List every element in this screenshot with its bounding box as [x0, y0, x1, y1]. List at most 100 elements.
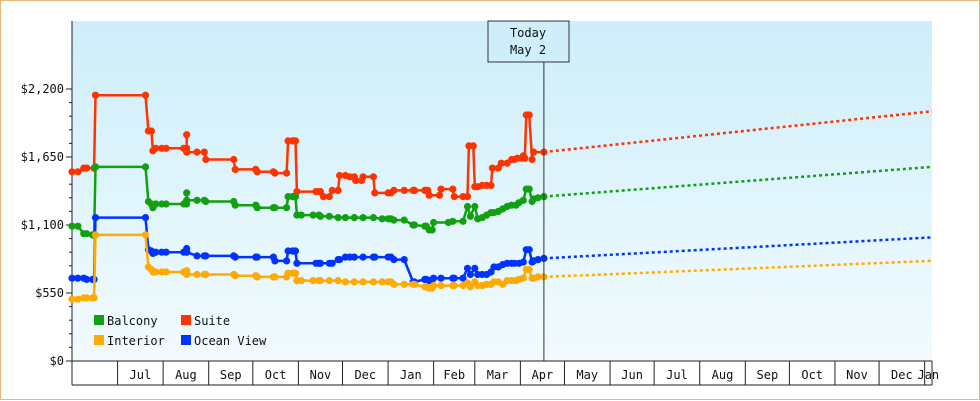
- x-tick-label: Jan: [917, 368, 939, 382]
- data-point-interior: [141, 231, 150, 239]
- data-point-suite: [83, 164, 91, 172]
- data-point-interior: [350, 278, 358, 286]
- x-tick-label: Dec: [891, 368, 913, 382]
- data-point-interior: [341, 278, 349, 286]
- data-point-suite: [152, 144, 160, 152]
- data-point-balcony: [410, 221, 419, 229]
- data-point-balcony: [390, 216, 398, 224]
- legend-swatch-ocean-view: [181, 335, 191, 345]
- x-tick-label: Mar: [487, 368, 509, 382]
- data-point-ocean-view: [437, 274, 445, 282]
- data-point-suite: [183, 148, 191, 156]
- data-point-balcony: [525, 185, 533, 193]
- data-point-ocean-view: [350, 253, 358, 261]
- data-point-suite: [469, 142, 477, 150]
- data-point-balcony: [202, 197, 210, 206]
- data-point-suite: [530, 148, 538, 156]
- data-point-interior: [369, 278, 377, 286]
- data-point-suite: [202, 155, 210, 164]
- data-point-balcony: [183, 189, 191, 197]
- plot-area: [72, 21, 932, 361]
- data-point-suite: [369, 173, 377, 181]
- data-point-suite: [435, 191, 444, 199]
- x-tick-label: Oct: [265, 368, 287, 382]
- data-point-balcony: [334, 214, 342, 222]
- data-point-suite: [521, 154, 529, 162]
- y-tick-label: $1,100: [21, 218, 64, 232]
- data-point-suite: [463, 193, 472, 201]
- data-point-suite: [283, 169, 291, 177]
- legend-swatch-balcony: [94, 315, 104, 325]
- x-tick-label: Jan: [400, 368, 422, 382]
- data-point-balcony: [316, 212, 324, 220]
- data-point-interior: [410, 280, 419, 288]
- data-point-interior: [325, 277, 333, 285]
- data-point-suite: [74, 168, 82, 176]
- data-point-ocean-view: [400, 256, 408, 264]
- y-axis: $0 $550 $1,100 $1,650 $2,200: [21, 21, 73, 368]
- today-label: Today: [510, 26, 546, 40]
- today-box: [487, 20, 570, 63]
- data-point-interior: [519, 274, 527, 282]
- data-point-balcony: [350, 214, 358, 222]
- data-point-ocean-view: [253, 253, 261, 261]
- data-point-balcony: [471, 202, 479, 211]
- data-point-balcony: [253, 204, 261, 212]
- data-point-interior: [162, 268, 170, 276]
- data-point-suite: [487, 181, 495, 189]
- data-point-balcony: [466, 212, 474, 220]
- today-marker: Today May 2: [487, 20, 570, 361]
- data-point-balcony: [283, 204, 291, 212]
- data-point-suite: [334, 186, 342, 194]
- data-point-balcony: [369, 214, 377, 222]
- data-point-ocean-view: [271, 257, 279, 265]
- data-point-suite: [141, 91, 150, 99]
- data-point-interior: [430, 282, 438, 290]
- data-point-interior: [534, 273, 542, 281]
- x-tick-label: Jul: [666, 368, 688, 382]
- data-point-balcony: [152, 200, 160, 208]
- legend-label-suite: Suite: [194, 314, 230, 328]
- data-point-interior: [271, 273, 279, 281]
- data-point-suite: [449, 185, 457, 193]
- data-point-ocean-view: [459, 274, 467, 282]
- data-point-ocean-view: [430, 274, 438, 282]
- data-point-ocean-view: [193, 252, 201, 260]
- data-point-ocean-view: [91, 214, 100, 222]
- data-point-ocean-view: [83, 275, 91, 283]
- data-point-ocean-view: [162, 248, 170, 256]
- data-point-suite: [390, 186, 398, 194]
- data-point-suite: [525, 111, 533, 119]
- data-point-interior: [193, 270, 201, 279]
- data-point-interior: [253, 273, 261, 281]
- data-point-suite: [336, 171, 344, 180]
- data-point-interior: [316, 277, 324, 285]
- data-point-balcony: [519, 196, 527, 204]
- data-point-suite: [91, 91, 100, 99]
- data-point-suite: [450, 193, 458, 201]
- x-tick-label: Oct: [801, 368, 823, 382]
- data-point-interior: [378, 278, 386, 286]
- data-point-suite: [400, 186, 408, 194]
- data-point-ocean-view: [316, 259, 324, 267]
- data-point-balcony: [378, 215, 386, 223]
- data-point-suite: [328, 186, 336, 194]
- data-point-balcony: [309, 211, 317, 219]
- data-point-suite: [162, 144, 170, 152]
- data-point-balcony: [183, 196, 191, 204]
- x-tick-label: Apr: [532, 368, 554, 382]
- data-point-ocean-view: [450, 274, 458, 282]
- data-point-balcony: [341, 214, 349, 222]
- data-point-balcony: [162, 200, 170, 208]
- legend-label-interior: Interior: [107, 334, 165, 348]
- data-point-interior: [68, 295, 76, 303]
- data-point-balcony: [291, 193, 300, 201]
- data-point-interior: [291, 269, 300, 277]
- data-point-ocean-view: [525, 246, 533, 254]
- data-point-ocean-view: [328, 259, 336, 267]
- data-point-ocean-view: [534, 256, 542, 264]
- data-point-suite: [68, 168, 76, 176]
- x-tick-label: Sep: [757, 368, 779, 382]
